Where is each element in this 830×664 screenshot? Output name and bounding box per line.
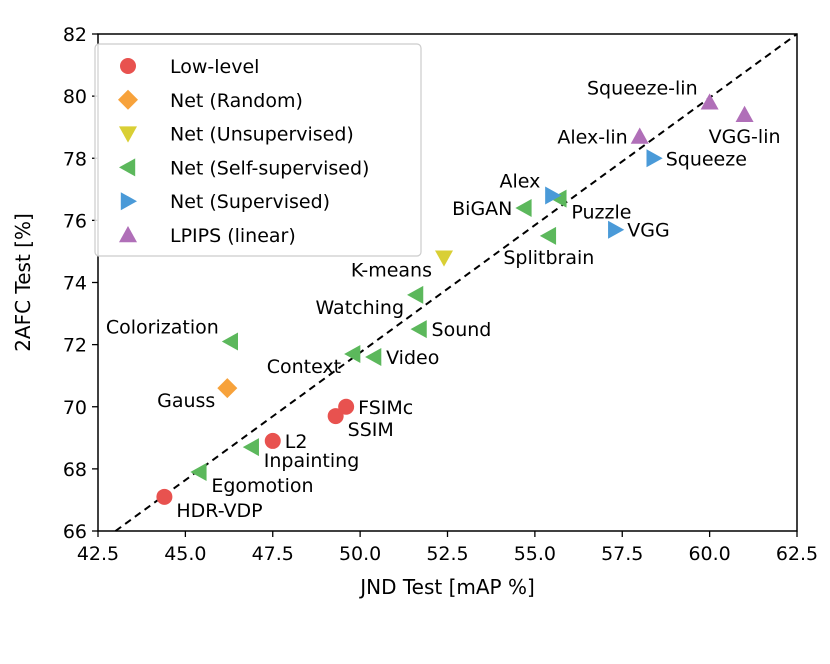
point-vgg-lin bbox=[735, 105, 754, 122]
point-alex bbox=[545, 186, 562, 205]
legend-label-net-supervised: Net (Supervised) bbox=[170, 191, 330, 213]
point-label-squeeze-lin: Squeeze-lin bbox=[587, 77, 698, 99]
y-tick-label: 70 bbox=[63, 397, 87, 419]
legend-label-net-self-supervised: Net (Self-supervised) bbox=[170, 157, 369, 179]
point-hdr-vdp bbox=[156, 488, 173, 505]
legend-label-low-level: Low-level bbox=[170, 56, 259, 78]
x-tick-label: 57.5 bbox=[601, 543, 643, 565]
point-label-watching: Watching bbox=[315, 297, 404, 319]
x-tick-label: 55.0 bbox=[514, 543, 556, 565]
point-label-video: Video bbox=[386, 347, 439, 369]
point-colorization bbox=[221, 332, 239, 351]
legend-label-lpips-linear: LPIPS (linear) bbox=[170, 225, 296, 247]
point-squeeze-lin bbox=[700, 93, 719, 110]
y-tick-label: 78 bbox=[63, 148, 87, 170]
point-label-ssim: SSIM bbox=[348, 419, 394, 441]
point-watching bbox=[407, 285, 424, 304]
point-label-alex: Alex bbox=[499, 171, 540, 193]
point-squeeze bbox=[646, 149, 663, 168]
point-label-egomotion: Egomotion bbox=[211, 475, 313, 497]
point-sound bbox=[410, 320, 427, 339]
x-axis-label: JND Test [mAP %] bbox=[358, 575, 535, 599]
legend-marker-net-random bbox=[118, 89, 138, 110]
point-label-sound: Sound bbox=[432, 319, 492, 341]
legend-marker-low-level bbox=[120, 58, 136, 74]
point-puzzle bbox=[550, 189, 567, 208]
legend-label-net-unsupervised: Net (Unsupervised) bbox=[170, 124, 354, 146]
y-tick-label: 82 bbox=[63, 24, 87, 46]
point-label-fsimc: FSIMc bbox=[358, 397, 413, 419]
legend: Low-level Net (Random) Net (Unsupervised) N… bbox=[94, 43, 422, 257]
y-tick-label: 76 bbox=[63, 210, 87, 232]
point-label-l2: L2 bbox=[285, 431, 308, 453]
point-label-bigan: BiGAN bbox=[452, 198, 512, 220]
point-video bbox=[365, 348, 382, 367]
point-label-vgg: VGG bbox=[627, 220, 669, 242]
point-label-inpainting: Inpainting bbox=[264, 450, 360, 472]
point-k-means bbox=[435, 250, 454, 267]
legend-marker-lpips-linear bbox=[119, 226, 137, 243]
x-tick-label: 47.5 bbox=[252, 543, 294, 565]
point-vgg bbox=[608, 220, 625, 239]
x-tick-label: 50.0 bbox=[339, 543, 381, 565]
y-axis-label: 2AFC Test [%] bbox=[11, 213, 35, 352]
point-label-k-means: K-means bbox=[351, 260, 432, 282]
point-alex-lin bbox=[630, 127, 649, 144]
x-tick-label: 45.0 bbox=[164, 543, 206, 565]
point-splitbrain bbox=[539, 226, 557, 245]
point-label-hdr-vdp: HDR-VDP bbox=[176, 500, 262, 522]
plot-frame bbox=[97, 33, 798, 532]
y-tick-label: 68 bbox=[63, 459, 87, 481]
y-tick-label: 80 bbox=[63, 86, 87, 108]
point-label-context: Context bbox=[267, 356, 341, 378]
point-label-alex-lin: Alex-lin bbox=[557, 127, 627, 149]
point-inpainting bbox=[242, 438, 259, 457]
data-points bbox=[156, 93, 754, 505]
point-label-colorization: Colorization bbox=[106, 317, 219, 339]
point-bigan bbox=[515, 198, 532, 217]
axis-ticks: 42.5 45.0 47.5 50.0 52.5 55.0 57.5 60.0 62.5 66 68… bbox=[63, 24, 818, 565]
point-ssim bbox=[327, 408, 344, 425]
point-context bbox=[344, 344, 361, 363]
point-gauss bbox=[217, 378, 238, 399]
legend-marker-net-self-supervised bbox=[119, 158, 136, 177]
y-tick-label: 72 bbox=[63, 335, 87, 357]
point-label-squeeze: Squeeze bbox=[666, 148, 747, 170]
point-egomotion bbox=[190, 462, 207, 481]
legend-marker-net-unsupervised bbox=[119, 126, 137, 143]
point-label-gauss: Gauss bbox=[157, 390, 215, 412]
point-label-puzzle: Puzzle bbox=[571, 202, 631, 224]
reference-diagonal-line bbox=[114, 33, 798, 532]
y-tick-label: 74 bbox=[63, 273, 87, 295]
point-label-vgg-lin: VGG-lin bbox=[709, 126, 781, 148]
point-l2 bbox=[264, 432, 281, 449]
point-label-splitbrain: Splitbrain bbox=[503, 247, 594, 269]
point-fsimc bbox=[338, 398, 355, 415]
x-tick-label: 62.5 bbox=[776, 543, 818, 565]
x-tick-label: 42.5 bbox=[77, 543, 119, 565]
y-tick-label: 66 bbox=[63, 521, 87, 543]
legend-label-net-random: Net (Random) bbox=[170, 90, 303, 112]
x-tick-label: 60.0 bbox=[688, 543, 730, 565]
legend-box bbox=[94, 43, 422, 257]
legend-marker-net-supervised bbox=[120, 192, 137, 211]
x-tick-label: 52.5 bbox=[426, 543, 468, 565]
